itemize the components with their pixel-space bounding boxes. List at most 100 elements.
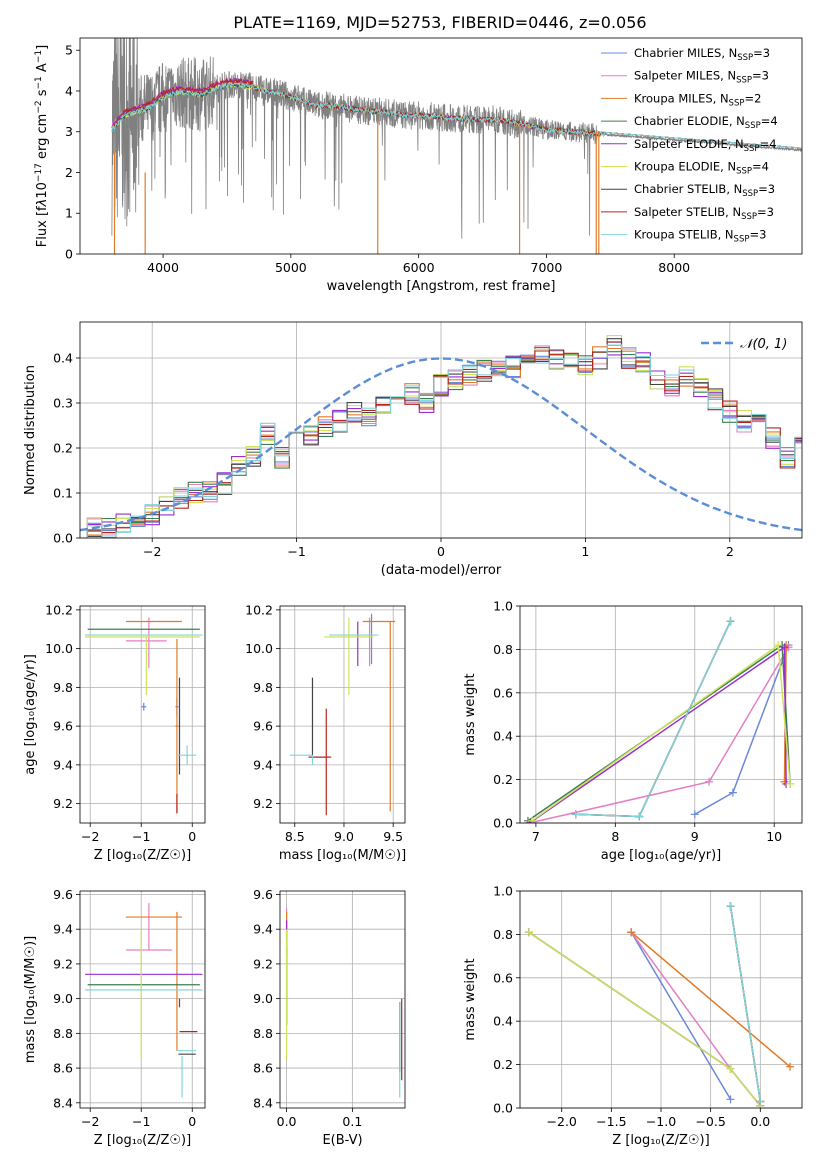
weight-marker [705, 777, 714, 786]
age-vs-z-marks [85, 617, 203, 814]
x-axis-label: Z [log₁₀(Z/Z☉)] [94, 848, 191, 863]
axes-frame [79, 605, 206, 824]
y-tick-label: 9.6 [253, 887, 273, 902]
y-tick-label: 0.0 [53, 531, 73, 546]
y-tick-label: 0.4 [53, 351, 73, 366]
figure-title: PLATE=1169, MJD=52753, FIBERID=0446, z=0… [233, 13, 646, 32]
y-tick-label: 9.4 [253, 922, 273, 937]
age-vs-mass-panel: 8.5 9.0 9.5 9.2 9.4 9.6 9.8 10.0 10.2 mass [log₁₀… [245, 602, 406, 863]
legend-label: Salpeter MILES, NSSP=3 [634, 69, 769, 86]
weight-marker [780, 643, 789, 652]
x-tick-label: −1.5 [596, 1114, 626, 1129]
y-tick-label: 0.2 [493, 1057, 513, 1072]
age-vs-mass-marks [289, 613, 396, 816]
x-tick-label: 4000 [147, 260, 179, 275]
y-tick-label: 0.8 [493, 927, 513, 942]
x-axis-label: age [log₁₀(age/yr)] [601, 848, 722, 863]
weight-line [528, 931, 761, 1107]
y-tick-label: 0.4 [493, 729, 513, 744]
weight-line [630, 931, 732, 1070]
y-tick-label: 9.6 [53, 887, 73, 902]
x-tick-label: 8000 [658, 260, 690, 275]
legend-label: Chabrier ELODIE, NSSP=4 [634, 114, 778, 131]
y-tick-label: 0.6 [493, 970, 513, 985]
weight-marker [726, 902, 735, 911]
x-axis-label: E(B-V) [322, 1133, 362, 1148]
y-tick-label: 10.2 [45, 602, 73, 617]
axes-frame [279, 605, 406, 824]
x-axis-label: wavelength [Angstrom, rest frame] [327, 279, 556, 294]
weight-marker [726, 1095, 735, 1104]
y-axis-label: Flux [fλ10−17 erg cm−2 s−1 A−1] [34, 45, 50, 247]
y-axis-label: Normed distribution [23, 365, 38, 495]
x-tick-label: −1 [132, 829, 150, 844]
y-tick-label: 10.0 [45, 641, 73, 656]
weight-marker [690, 810, 699, 819]
axes-frame [519, 605, 803, 824]
y-tick-label: 8.8 [53, 1026, 73, 1041]
x-tick-label: 7 [532, 829, 540, 844]
y-tick-label: 8.6 [253, 1061, 273, 1076]
y-tick-label: 0.0 [493, 816, 513, 831]
mass-vs-z-panel: −2 −1 0 8.4 8.6 8.8 9.0 9.2 9.4 9.6 Z [log₁₀(Z/Z☉)… [23, 887, 206, 1148]
x-tick-label: 0 [188, 829, 196, 844]
x-tick-label: −1.0 [646, 1114, 676, 1129]
y-axis-label: mass [log₁₀(M/M☉)] [23, 936, 38, 1063]
x-tick-label: −0.5 [695, 1114, 725, 1129]
y-tick-label: 1 [65, 206, 73, 221]
y-axis-label: age [log₁₀(age/yr)] [23, 654, 38, 775]
observed-spectrum [111, 38, 802, 239]
y-tick-label: 9.2 [253, 956, 273, 971]
weight-line [729, 906, 762, 1102]
weight-line [528, 931, 761, 1107]
weight-marker [527, 816, 536, 823]
y-tick-label: 10.2 [245, 602, 273, 617]
y-tick-label: 8.4 [53, 1095, 73, 1110]
x-axis-label: Z [log₁₀(Z/Z☉)] [94, 1133, 191, 1148]
legend-label: Kroupa MILES, NSSP=2 [634, 91, 761, 108]
y-tick-label: 0.3 [53, 396, 73, 411]
x-tick-label: −2 [143, 544, 161, 559]
weight-marker [635, 812, 644, 821]
weight-marker [571, 810, 580, 819]
x-tick-label: 0.1 [342, 1114, 362, 1129]
y-tick-label: 0.1 [53, 486, 73, 501]
weight-vs-z-marks [524, 902, 795, 1108]
weight-marker [726, 1064, 735, 1073]
weight-vs-age-panel: 7 8 9 10 0.0 0.2 0.4 0.6 0.8 1.0 age [log₁₀(age/yr… [463, 599, 803, 863]
legend-label: Kroupa ELODIE, NSSP=4 [634, 160, 769, 177]
weight-marker [756, 1097, 765, 1106]
y-tick-label: 0.8 [493, 642, 513, 657]
weight-marker [786, 1062, 795, 1071]
y-tick-label: 8.8 [253, 1026, 273, 1041]
weight-marker [524, 928, 533, 937]
weight-vs-z-panel: −2.0 −1.5 −1.0 −0.5 0.0 0.0 0.2 0.4 0.6 0.8 1.0 Z [… [463, 884, 803, 1148]
residual-histogram [80, 341, 802, 538]
weight-line [528, 931, 761, 1107]
residual-histogram [80, 352, 802, 538]
model-spectrum [111, 82, 802, 149]
weight-marker [780, 777, 789, 786]
legend-label: Salpeter ELODIE, NSSP=4 [634, 137, 777, 154]
legend-label: Salpeter STELIB, NSSP=3 [634, 205, 774, 222]
y-axis-label: mass weight [463, 958, 478, 1040]
x-tick-label: 5000 [275, 260, 307, 275]
x-axis-label: Z [log₁₀(Z/Z☉)] [612, 1133, 709, 1148]
y-tick-label: 0.0 [493, 1101, 513, 1116]
y-tick-label: 9.4 [53, 757, 73, 772]
residual-histogram [80, 344, 802, 538]
y-tick-label: 9.8 [253, 680, 273, 695]
y-tick-label: 0.6 [493, 685, 513, 700]
weight-marker [627, 928, 636, 937]
y-tick-label: 9.4 [53, 922, 73, 937]
y-tick-label: 5 [65, 43, 73, 58]
x-tick-label: 9.0 [334, 829, 354, 844]
weight-vs-age-marks [523, 617, 795, 823]
legend-label: Chabrier MILES, NSSP=3 [634, 46, 770, 63]
x-tick-label: 6000 [403, 260, 435, 275]
weight-marker [786, 779, 795, 788]
y-tick-label: 0.2 [53, 441, 73, 456]
legend-label: Kroupa STELIB, NSSP=3 [634, 228, 766, 245]
y-tick-label: 8.6 [53, 1061, 73, 1076]
weight-line [630, 931, 732, 1100]
